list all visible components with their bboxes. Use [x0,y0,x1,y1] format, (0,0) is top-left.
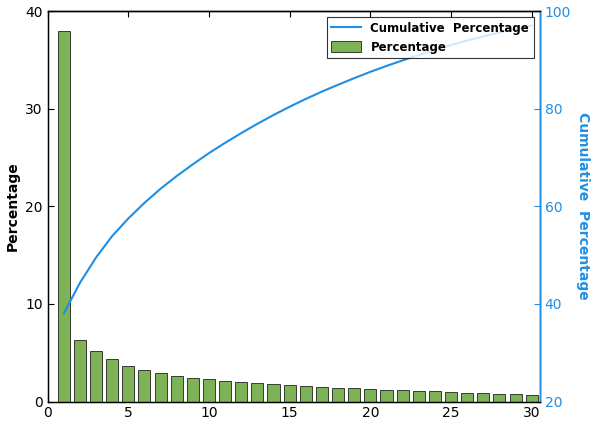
Cumulative  Percentage [157,186,164,191]
Cumulative  Percentage [270,112,277,118]
Legend: Cumulative  Percentage, Percentage: Cumulative Percentage, Percentage [327,17,534,58]
Bar [268,384,280,402]
Bar [284,385,296,402]
Bar [348,389,360,402]
Cumulative  Percentage [432,47,439,52]
Cumulative  Percentage [448,43,455,48]
Bar [461,393,473,402]
Cumulative  Percentage [480,34,487,39]
Bar [203,379,215,402]
Cumulative  Percentage [415,52,423,58]
Cumulative  Percentage [108,233,116,239]
Bar [138,370,150,402]
Bar [154,373,167,402]
Cumulative  Percentage [512,26,519,32]
Bar [332,388,344,402]
Bar [106,359,118,402]
Cumulative  Percentage [399,58,406,63]
Cumulative  Percentage [190,162,197,167]
Bar [396,390,409,402]
Bar [122,366,134,402]
Bar [316,387,328,402]
Cumulative  Percentage [334,82,342,87]
Bar [74,340,86,402]
Cumulative  Percentage [318,89,325,94]
Cumulative  Percentage [125,216,132,221]
Cumulative  Percentage [367,69,374,75]
Cumulative  Percentage [141,200,148,205]
Bar [90,351,102,402]
Bar [58,31,70,402]
Bar [187,378,199,402]
Cumulative  Percentage [254,121,261,127]
Cumulative  Percentage [173,173,180,178]
Bar [429,391,441,402]
Cumulative  Percentage [383,63,390,69]
Cumulative  Percentage [528,23,535,28]
Cumulative  Percentage [92,255,100,260]
Cumulative  Percentage [60,311,67,316]
Y-axis label: Cumulative  Percentage: Cumulative Percentage [576,112,591,300]
Cumulative  Percentage [302,96,309,101]
Cumulative  Percentage [238,130,245,135]
Cumulative  Percentage [496,30,503,35]
Cumulative  Percentage [76,280,83,285]
Bar [364,389,377,402]
Cumulative  Percentage [222,140,229,145]
Bar [526,395,538,402]
Bar [412,391,425,402]
Line: Cumulative  Percentage: Cumulative Percentage [64,26,532,314]
Cumulative  Percentage [286,104,293,109]
Bar [219,381,231,402]
Cumulative  Percentage [206,150,213,155]
Bar [510,394,522,402]
Bar [235,382,247,402]
Cumulative  Percentage [350,76,358,81]
Bar [445,392,457,402]
Bar [380,390,393,402]
Cumulative  Percentage [464,38,471,43]
Y-axis label: Percentage: Percentage [5,161,20,251]
Bar [493,394,505,402]
Bar [170,376,183,402]
Bar [300,386,312,402]
Bar [477,393,489,402]
Bar [252,383,263,402]
